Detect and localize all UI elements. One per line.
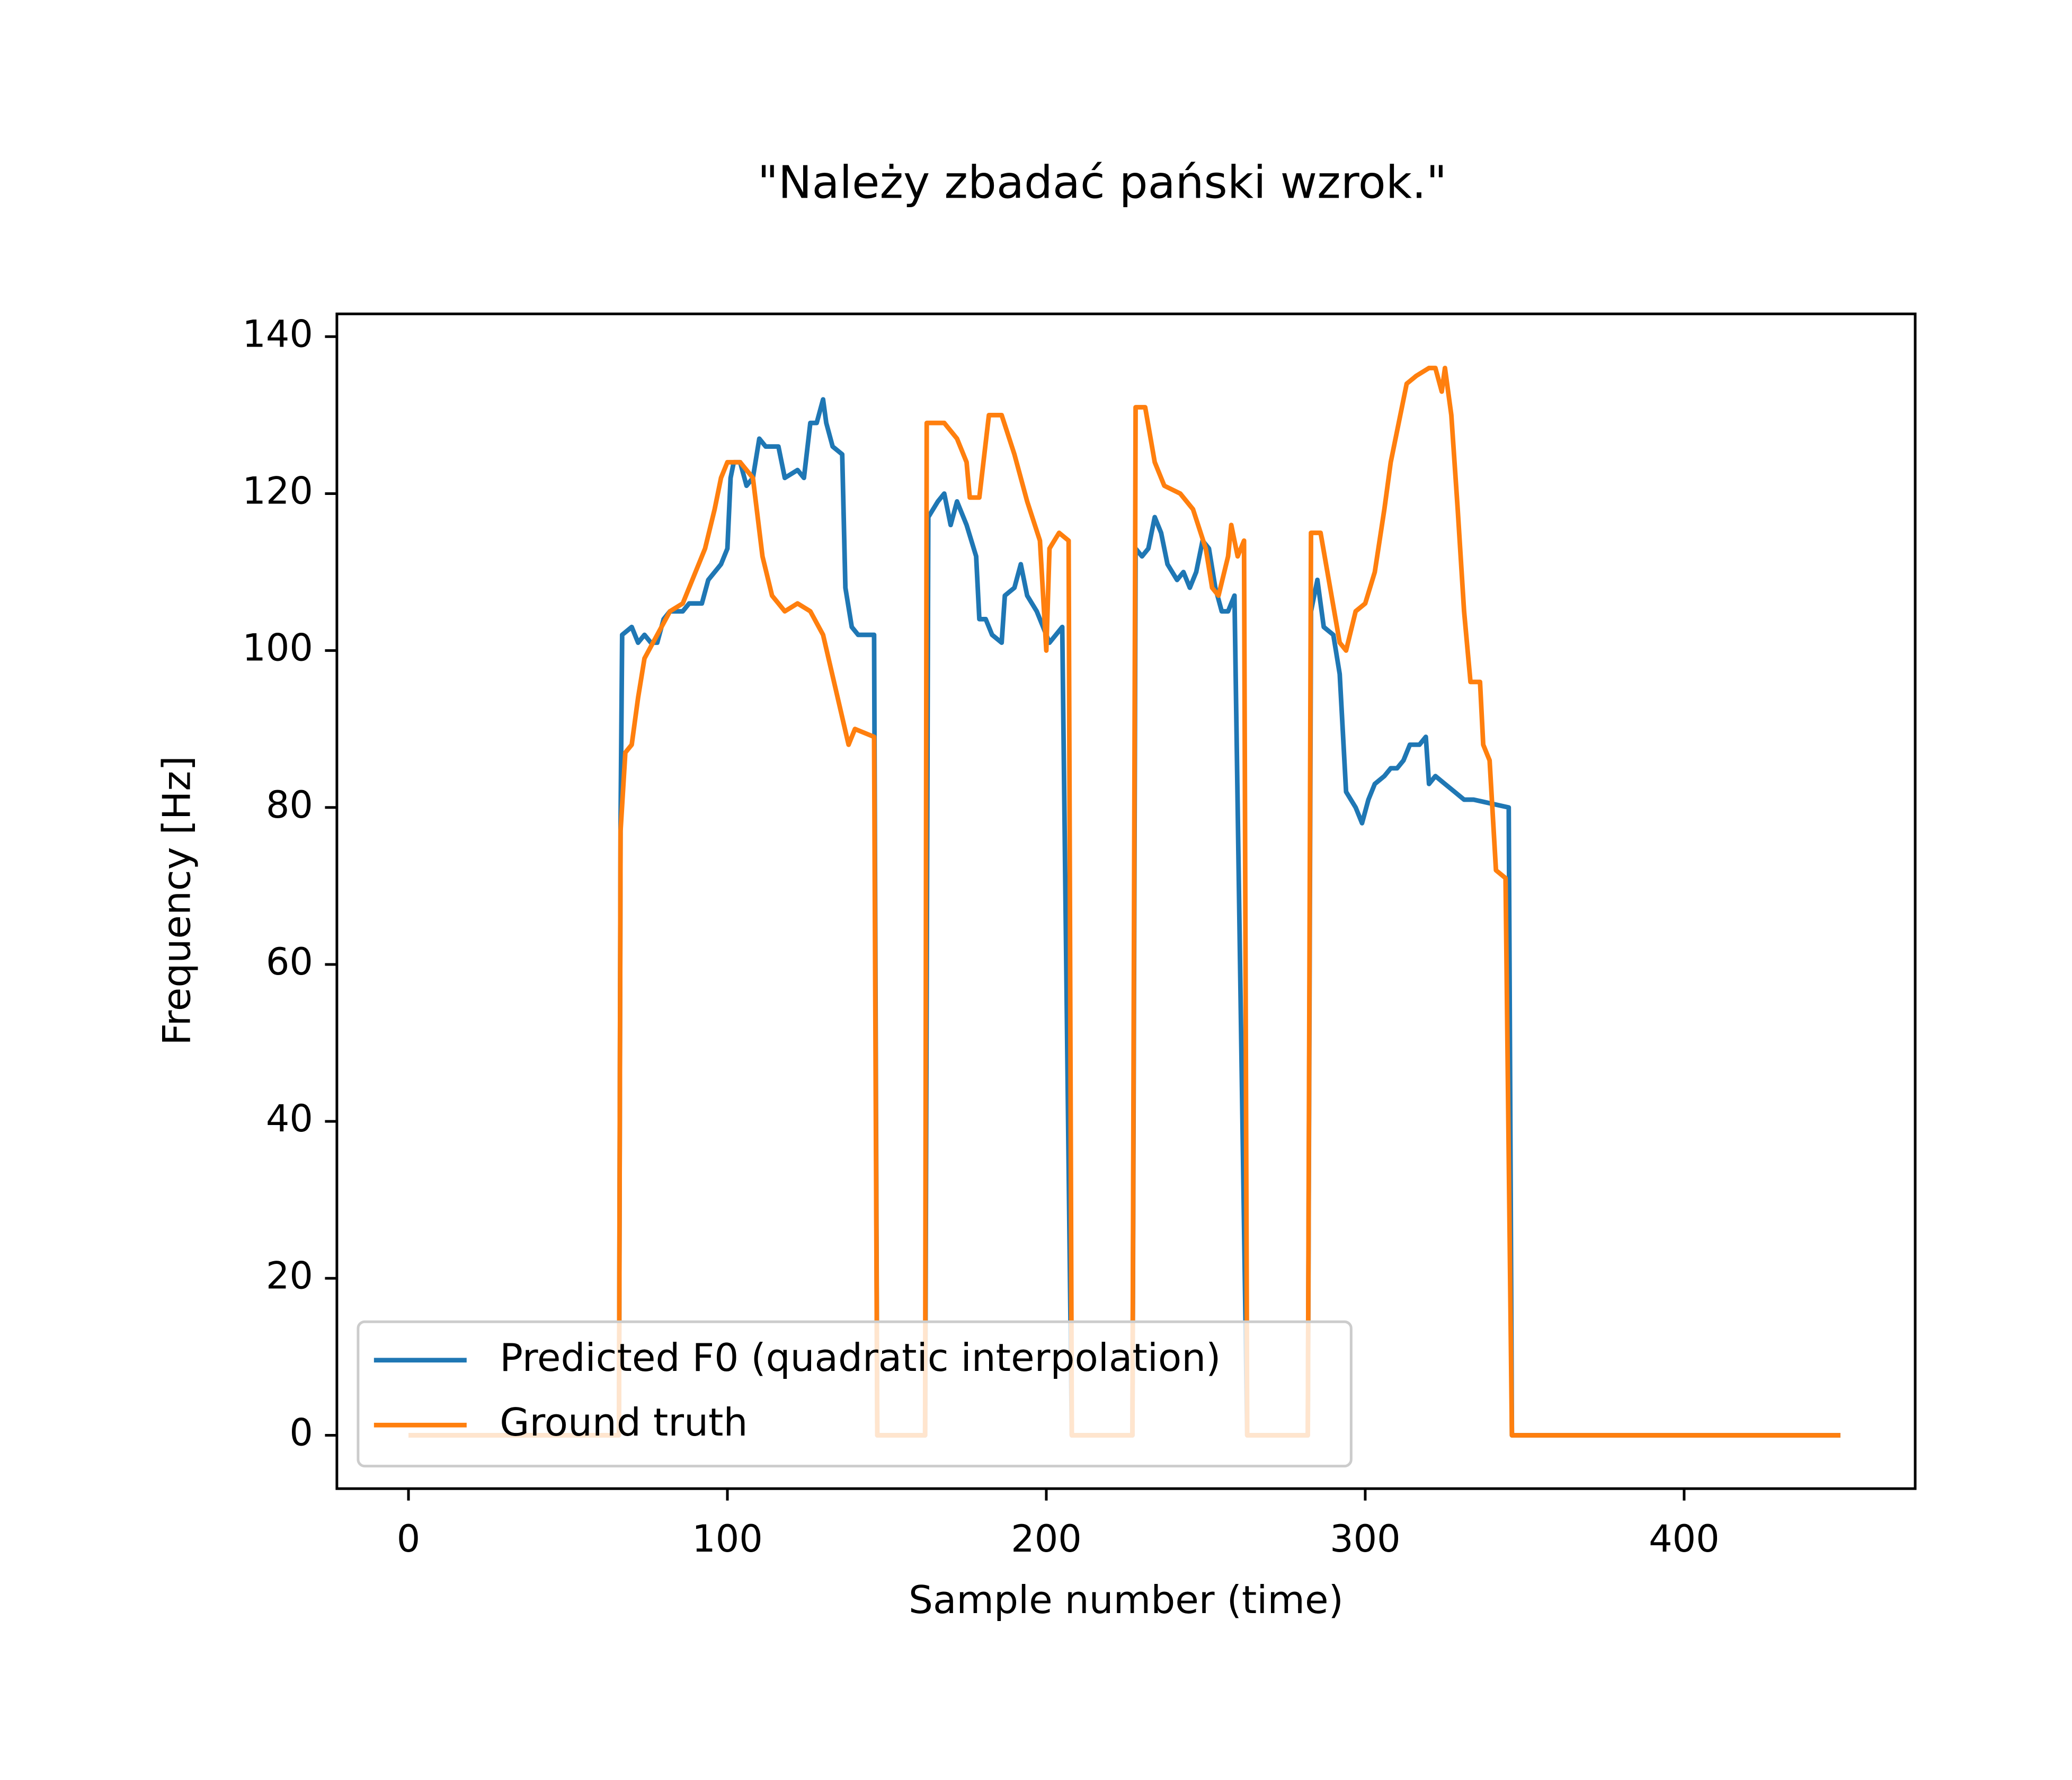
- y-axis-label: Frequency [Hz]: [155, 756, 199, 1045]
- legend-label: Predicted F0 (quadratic interpolation): [500, 1336, 1221, 1380]
- y-tick-label: 80: [266, 783, 313, 827]
- plot-area: [408, 366, 1840, 1438]
- chart-title: "Należy zbadać pański wzrok.": [758, 156, 1447, 209]
- x-tick-label: 0: [397, 1517, 421, 1561]
- legend-box: [357, 1320, 1353, 1468]
- x-tick-label: 300: [1330, 1517, 1401, 1561]
- x-axis-label: Sample number (time): [909, 1578, 1344, 1623]
- y-tick-label: 140: [242, 312, 313, 356]
- y-tick-label: 20: [266, 1254, 313, 1297]
- line: [408, 397, 1840, 1438]
- legend-label: Ground truth: [500, 1401, 748, 1445]
- y-tick-label: 100: [242, 626, 313, 670]
- x-tick-label: 200: [1011, 1517, 1082, 1561]
- legend: Predicted F0 (quadratic interpolation) Gr…: [357, 1320, 1353, 1468]
- x-tick-label: 400: [1649, 1517, 1720, 1561]
- y-tick-label: 120: [242, 469, 313, 512]
- y-tick-label: 0: [289, 1411, 313, 1454]
- x-tick-label: 100: [692, 1517, 763, 1561]
- line: [408, 366, 1840, 1438]
- y-tick-label: 40: [266, 1097, 313, 1140]
- axes-frame: [335, 312, 1917, 1490]
- y-tick-label: 60: [266, 940, 313, 984]
